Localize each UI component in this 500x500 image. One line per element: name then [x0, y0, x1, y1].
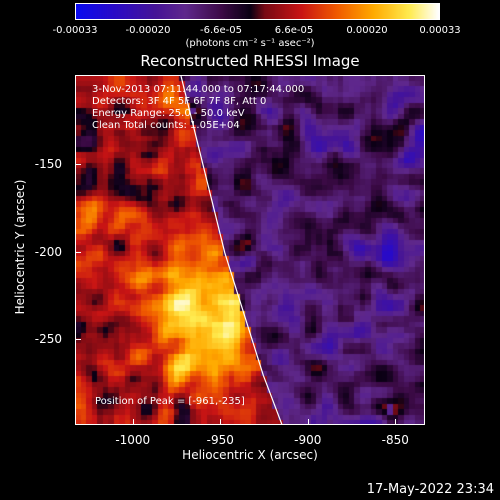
x-tick-label: -900 [294, 433, 322, 447]
x-tick-label: -850 [381, 433, 409, 447]
x-tick-mark [307, 419, 309, 425]
colorbar-tick-label: 6.6e-05 [274, 25, 314, 36]
colorbar-tick-label: 0.00020 [346, 25, 388, 36]
y-tick-mark [75, 164, 81, 166]
x-tick-label: -950 [206, 433, 234, 447]
x-tick-mark [220, 419, 222, 425]
colorbar-tick-label: -0.00033 [52, 25, 98, 36]
energy-range-text: Energy Range: 25.0 - 50.0 keV [92, 108, 245, 119]
y-axis-label: Heliocentric Y (arcsec) [13, 179, 27, 315]
heatmap-image [76, 76, 424, 424]
colorbar-units: (photons cm⁻² s⁻¹ asec⁻²) [185, 38, 315, 49]
x-tick-mark [132, 419, 134, 425]
detectors-text: Detectors: 3F 4F 5F 6F 7F 8F, Att 0 [92, 96, 267, 107]
peak-position-text: Position of Peak = [-961,-235] [95, 396, 245, 407]
plot-title: Reconstructed RHESSI Image [140, 52, 360, 70]
y-tick-label: -150 [34, 157, 62, 172]
x-tick-label: -1000 [115, 433, 151, 447]
time-range-text: 3-Nov-2013 07:11:44.000 to 07:17:44.000 [92, 84, 305, 95]
x-axis-label: Heliocentric X (arcsec) [182, 448, 318, 462]
y-tick-mark [75, 251, 81, 253]
colorbar [75, 3, 440, 20]
colorbar-tick-label: 0.00033 [419, 25, 461, 36]
y-tick-label: -250 [34, 332, 62, 347]
image-plot [75, 75, 425, 425]
colorbar-tick-label: -6.6e-05 [200, 25, 242, 36]
x-tick-mark [395, 419, 397, 425]
timestamp-footer: 17-May-2022 23:34 [366, 482, 494, 497]
clean-counts-text: Clean Total counts: 1.05E+04 [92, 120, 240, 131]
y-tick-mark [75, 339, 81, 341]
solar-limb-line [180, 76, 283, 424]
colorbar-tick-label: -0.00020 [125, 25, 171, 36]
y-tick-label: -200 [34, 244, 62, 259]
solar-limb-overlay [180, 76, 283, 424]
